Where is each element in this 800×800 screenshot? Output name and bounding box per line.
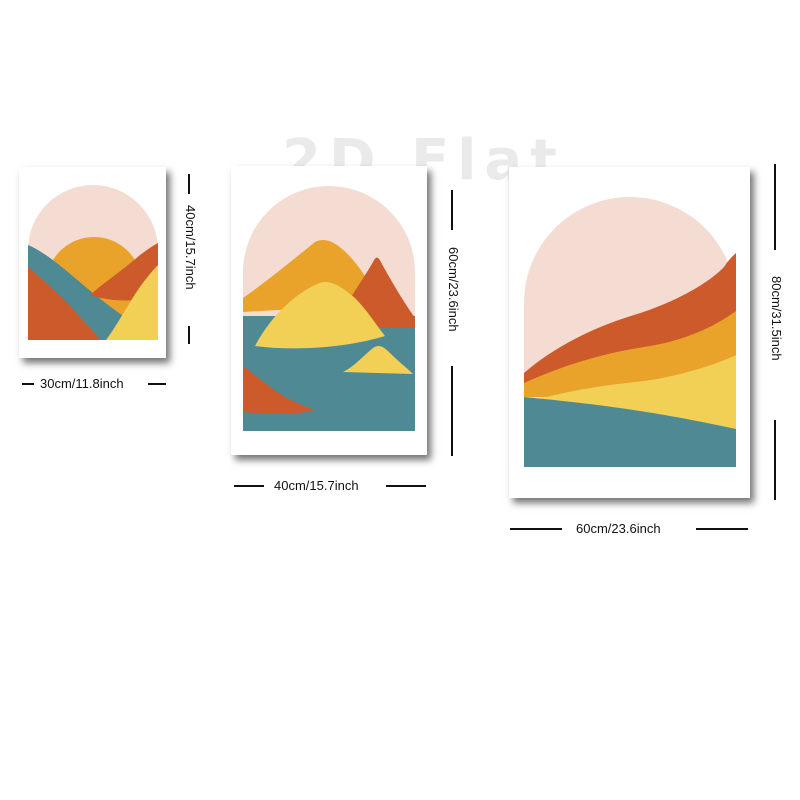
rust-island: [243, 366, 315, 414]
dimension-line: [188, 326, 190, 344]
width-label-large: 60cm/23.6inch: [576, 521, 661, 536]
dimension-line: [451, 366, 453, 456]
dimension-line: [696, 528, 748, 530]
dimension-line: [22, 383, 34, 385]
dimension-line: [148, 383, 166, 385]
dimension-line: [386, 485, 426, 487]
yellow-island: [343, 346, 413, 374]
poster-medium: [231, 166, 427, 455]
dimension-line: [774, 164, 776, 250]
height-label-large: 80cm/31.5inch: [769, 276, 784, 361]
dimension-line: [774, 420, 776, 500]
dimension-line: [451, 190, 453, 230]
height-label-medium: 60cm/23.6inch: [446, 247, 461, 332]
poster-large-artwork: [524, 197, 736, 467]
poster-medium-artwork: [243, 186, 415, 431]
height-label-small: 40cm/15.7inch: [183, 205, 198, 290]
dimension-line: [510, 528, 562, 530]
yellow-mountain: [255, 281, 385, 349]
teal-ground: [524, 397, 736, 467]
rust-hill-left: [28, 267, 100, 340]
width-label-medium: 40cm/15.7inch: [274, 478, 359, 493]
dimension-line: [188, 174, 190, 194]
poster-large: [509, 167, 750, 498]
dimension-line: [234, 485, 264, 487]
poster-small-artwork: [28, 185, 158, 340]
width-label-small: 30cm/11.8inch: [40, 376, 124, 391]
poster-small: [19, 167, 166, 358]
yellow-hill: [106, 265, 158, 340]
